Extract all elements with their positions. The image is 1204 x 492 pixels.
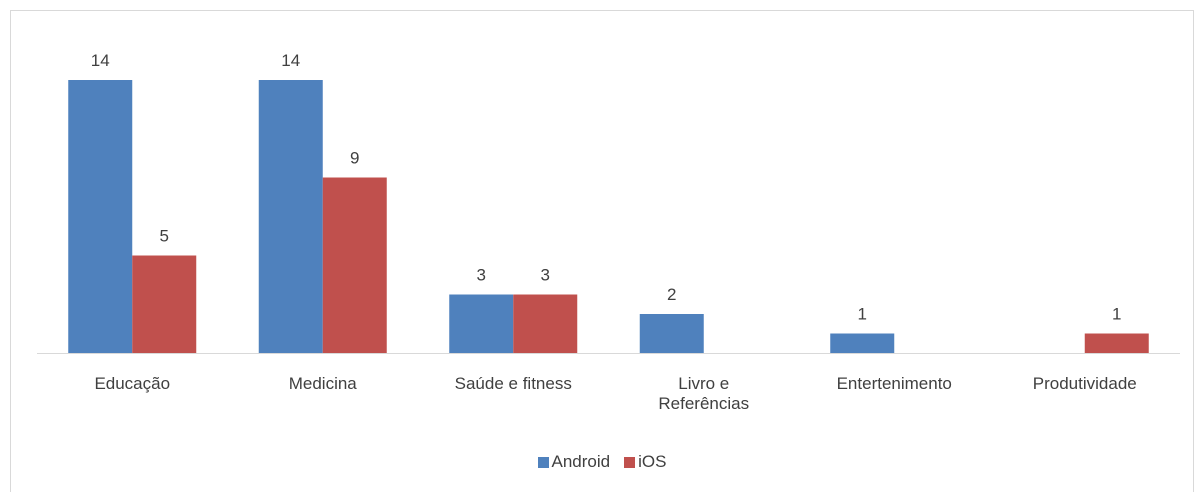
bar xyxy=(322,177,387,353)
bar xyxy=(449,294,514,353)
data-label: 3 xyxy=(477,266,486,285)
legend-item: iOS xyxy=(624,452,666,472)
data-label: 3 xyxy=(541,266,550,285)
legend-item: Android xyxy=(537,452,611,472)
legend: Android iOS xyxy=(0,452,1204,472)
x-tick-label: Educação xyxy=(94,374,171,393)
legend-swatch xyxy=(624,456,636,468)
bar xyxy=(830,333,895,353)
x-tick-label: Medicina xyxy=(288,374,357,393)
bar xyxy=(68,80,133,353)
bar xyxy=(1084,333,1149,353)
data-label: 1 xyxy=(1112,305,1121,324)
data-label: 14 xyxy=(91,51,110,70)
x-tick-label: Livro e Referências xyxy=(658,374,750,413)
data-label: 9 xyxy=(350,149,359,168)
bar xyxy=(513,294,578,353)
frame xyxy=(10,10,1194,492)
x-tick-label: Saúde e fitness xyxy=(454,374,572,393)
bar xyxy=(258,80,323,353)
data-label: 14 xyxy=(281,51,300,70)
legend-label: Android xyxy=(551,452,611,471)
bar xyxy=(639,314,704,353)
legend-label: iOS xyxy=(638,452,667,471)
x-tick-label: Entertenimento xyxy=(836,374,952,393)
data-label: 1 xyxy=(858,305,867,324)
data-label: 2 xyxy=(667,285,676,304)
legend-swatch xyxy=(537,456,549,468)
bar xyxy=(132,255,197,353)
data-label: 5 xyxy=(160,227,169,246)
x-tick-label: Produtividade xyxy=(1032,374,1137,393)
